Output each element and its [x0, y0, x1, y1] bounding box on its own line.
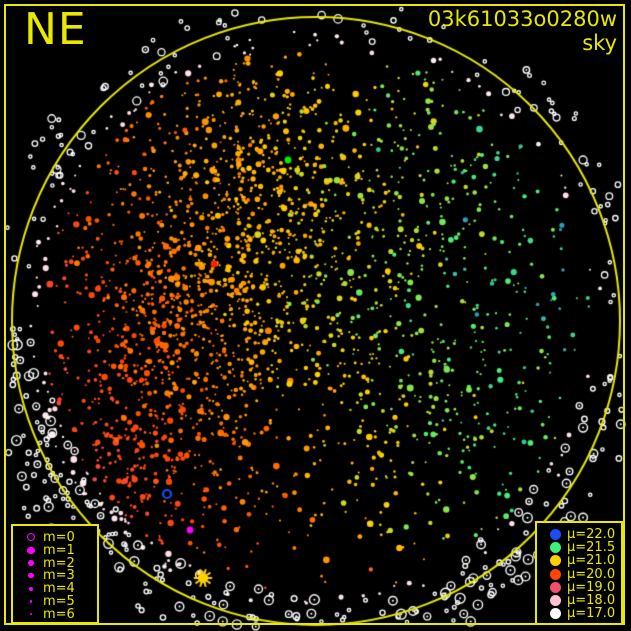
magnitude-legend-row: m=4	[19, 582, 91, 595]
mu-swatch	[543, 568, 567, 580]
magnitude-legend-label: m=1	[43, 542, 75, 558]
magnitude-dot-icon	[27, 546, 35, 554]
mu-legend-row: μ=21.0	[543, 554, 615, 567]
magnitude-legend-label: m=2	[43, 555, 75, 571]
mu-legend-label: μ=21.5	[567, 540, 616, 556]
magnitude-swatch	[19, 599, 43, 603]
magnitude-swatch	[19, 586, 43, 591]
magnitude-swatch	[19, 573, 43, 579]
magnitude-legend-row: m=1	[19, 544, 91, 557]
magnitude-legend: m=0 m=1 m=2 m=3 m=4 m=5 m=6	[11, 524, 99, 624]
magnitude-legend-label: m=5	[43, 593, 75, 609]
mu-legend-label: μ=22.0	[567, 527, 616, 543]
magnitude-swatch	[19, 546, 43, 554]
magnitude-legend-row: m=2	[19, 557, 91, 570]
mu-color-dot-icon	[549, 529, 561, 541]
mu-swatch	[543, 608, 567, 620]
mu-swatch	[543, 555, 567, 567]
mu-legend-row: μ=17.0	[543, 607, 615, 620]
mu-legend-row: μ=19.0	[543, 581, 615, 594]
magnitude-swatch	[19, 613, 43, 616]
mu-swatch	[543, 595, 567, 607]
mu-legend-label: μ=21.0	[567, 553, 616, 569]
magnitude-legend-label: m=0	[43, 529, 75, 545]
magnitude-legend-label: m=3	[43, 568, 75, 584]
mu-color-dot-icon	[549, 568, 561, 580]
surface-brightness-legend: μ=22.0 μ=21.5 μ=21.0 μ=20.0 μ=19.0 μ=18.0 μ=17…	[535, 521, 623, 625]
mu-legend-label: μ=17.0	[567, 606, 616, 622]
mu-color-dot-icon	[549, 581, 561, 593]
magnitude-legend-row: m=5	[19, 595, 91, 608]
mu-swatch	[543, 529, 567, 541]
page-title: 03k61033o0280w	[427, 7, 617, 31]
magnitude-swatch	[19, 533, 43, 542]
orientation-label-ne: NE	[24, 4, 87, 55]
magnitude-dot-icon	[27, 533, 35, 542]
mu-legend-label: μ=20.0	[567, 566, 616, 582]
mu-legend-row: μ=20.0	[543, 568, 615, 581]
mu-legend-row: μ=21.5	[543, 541, 615, 554]
mu-legend-label: μ=18.0	[567, 593, 616, 609]
magnitude-legend-row: m=0	[19, 531, 91, 544]
mu-legend-row: μ=18.0	[543, 594, 615, 607]
plot-subtitle: sky	[582, 30, 617, 55]
mu-color-dot-icon	[549, 555, 561, 567]
mu-color-dot-icon	[549, 608, 561, 620]
mu-color-dot-icon	[549, 595, 561, 607]
magnitude-dot-icon	[29, 599, 33, 603]
magnitude-legend-row: m=6	[19, 608, 91, 621]
mu-legend-row: μ=22.0	[543, 528, 615, 541]
mu-legend-label: μ=19.0	[567, 579, 616, 595]
magnitude-dot-icon	[29, 586, 33, 591]
magnitude-dot-icon	[27, 559, 35, 567]
mu-color-dot-icon	[549, 542, 561, 554]
mu-swatch	[543, 581, 567, 593]
magnitude-legend-label: m=6	[43, 606, 75, 622]
title-block: 03k61033o0280w sky	[427, 7, 617, 55]
magnitude-legend-row: m=3	[19, 569, 91, 582]
mu-swatch	[543, 542, 567, 554]
magnitude-dot-icon	[28, 573, 34, 579]
magnitude-legend-label: m=4	[43, 581, 75, 597]
magnitude-swatch	[19, 559, 43, 567]
magnitude-dot-icon	[30, 613, 32, 616]
